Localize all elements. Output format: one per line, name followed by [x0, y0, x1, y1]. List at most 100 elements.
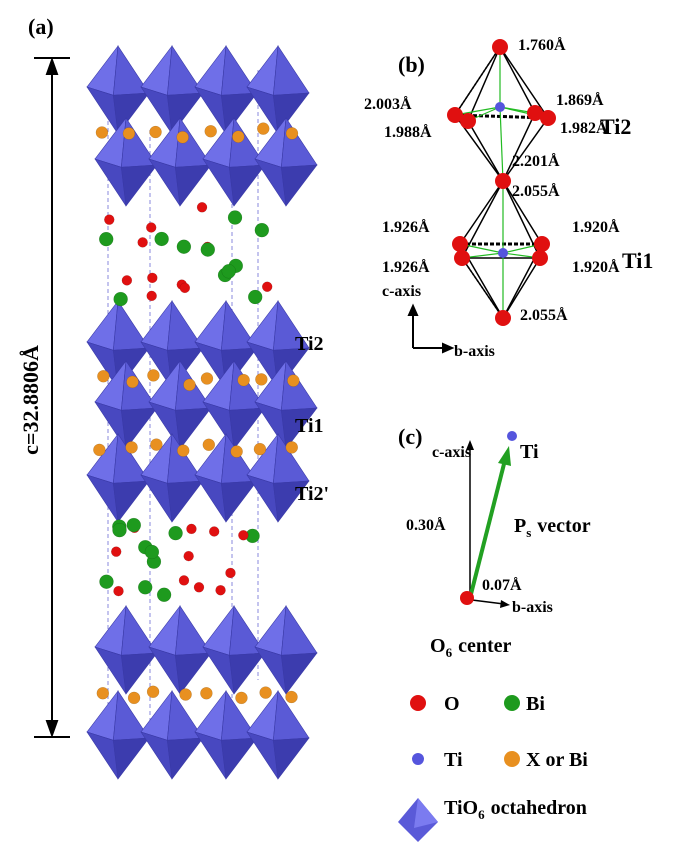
- octahedron: [195, 691, 257, 779]
- octahedron: [247, 46, 309, 134]
- atom: [122, 275, 132, 285]
- atom: [179, 575, 189, 585]
- crystal-structure: [87, 46, 317, 779]
- atom: [147, 686, 159, 698]
- atom: [113, 523, 127, 537]
- octahedron: [255, 606, 317, 694]
- atom: [201, 373, 213, 385]
- octahedron-face: [195, 46, 226, 95]
- atom: [255, 223, 269, 237]
- octahedron-face: [203, 118, 234, 167]
- octahedron-face: [195, 301, 226, 350]
- atom: [194, 582, 204, 592]
- atom: [254, 443, 266, 455]
- atom: [177, 445, 189, 457]
- atom: [257, 123, 269, 135]
- octahedron-face: [281, 606, 317, 655]
- atom: [147, 291, 157, 301]
- atom: [255, 373, 267, 385]
- atom: [197, 202, 207, 212]
- legend-label: O: [444, 693, 460, 715]
- panel-label: (c): [398, 424, 422, 449]
- octahedron-face: [273, 738, 309, 779]
- octahedron-face: [229, 653, 265, 694]
- atom: [126, 376, 138, 388]
- atom: [201, 243, 215, 257]
- atom: [99, 232, 113, 246]
- atom: [184, 379, 196, 391]
- atom: [147, 369, 159, 381]
- atom: [97, 687, 109, 699]
- atom: [262, 282, 272, 292]
- atom: [169, 526, 183, 540]
- atom: [231, 446, 243, 458]
- atom: [225, 568, 235, 578]
- bond-length: 2.055Å: [512, 182, 560, 200]
- atom: [180, 283, 190, 293]
- octahedron: [141, 46, 203, 134]
- atom: [97, 370, 109, 382]
- atom: [180, 689, 192, 701]
- bond-length: 1.926Å: [382, 258, 430, 276]
- octahedron-face: [95, 118, 126, 167]
- atom: [205, 125, 217, 137]
- octahedron-face: [167, 481, 203, 522]
- atom: [126, 441, 138, 453]
- atom: [96, 126, 108, 138]
- octahedron: [95, 606, 157, 694]
- panel-label: (a): [28, 14, 54, 39]
- atom: [127, 518, 141, 532]
- octahedron-face: [281, 653, 317, 694]
- atom: [147, 273, 157, 283]
- bond-length: 2.201Å: [512, 152, 560, 170]
- atom: [228, 211, 242, 225]
- site-label: Ti2': [295, 483, 329, 505]
- site-label: Ti1: [622, 248, 653, 273]
- site-label: Ti2: [295, 333, 324, 355]
- atom: [177, 240, 191, 254]
- atom: [157, 588, 171, 602]
- octahedron-face: [195, 691, 226, 740]
- atom: [93, 444, 105, 456]
- octahedron-face: [175, 165, 211, 206]
- atom: [128, 692, 140, 704]
- octahedron-face: [229, 165, 265, 206]
- octahedron-face: [87, 301, 118, 350]
- atom: [232, 131, 244, 143]
- bond-length: 2.055Å: [520, 306, 568, 324]
- atom: [146, 222, 156, 232]
- atom: [235, 692, 247, 704]
- octahedron: [247, 691, 309, 779]
- atom: [177, 131, 189, 143]
- axis-label: c-axis: [432, 444, 471, 461]
- site-label: Ti1: [295, 415, 324, 437]
- octahedron: [149, 606, 211, 694]
- octahedron-face: [203, 606, 234, 655]
- atom: [222, 264, 236, 278]
- octahedron: [203, 606, 265, 694]
- octahedron-face: [247, 691, 278, 740]
- axes-arrows: [409, 306, 452, 352]
- atom: [150, 439, 162, 451]
- atom: [238, 374, 250, 386]
- center-label: O6center: [430, 635, 511, 660]
- octahedron-face: [149, 606, 180, 655]
- octahedron-face: [167, 738, 203, 779]
- octahedron-face: [141, 301, 172, 350]
- octahedron-face: [87, 46, 118, 95]
- atom: [150, 126, 162, 138]
- octahedron-face: [113, 738, 149, 779]
- atom: [114, 292, 128, 306]
- atom: [216, 585, 226, 595]
- atom: [203, 439, 215, 451]
- octahedron-face: [281, 165, 317, 206]
- octahedron-face: [221, 738, 257, 779]
- octahedron: [195, 46, 257, 134]
- atom: [286, 441, 298, 453]
- octahedron-face: [149, 118, 180, 167]
- octahedron-face: [141, 691, 172, 740]
- atom: [123, 127, 135, 139]
- atom: [155, 232, 169, 246]
